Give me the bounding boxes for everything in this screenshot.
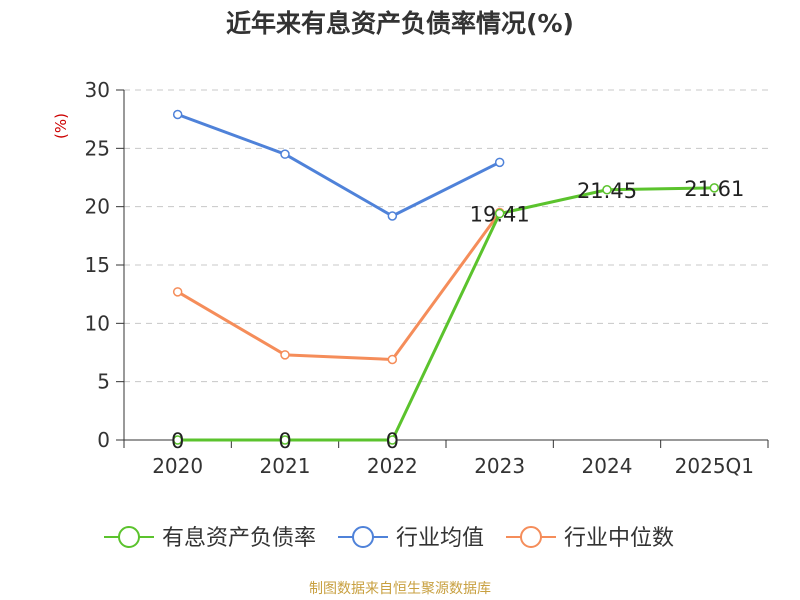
data-point [280, 149, 290, 159]
data-point [387, 354, 398, 365]
grid-lines [124, 89, 768, 383]
legend-swatch-marker [520, 526, 542, 548]
y-tick-label: 0 [97, 428, 110, 452]
legend-item: 行业均值 [338, 526, 484, 551]
x-tick-label: 2024 [582, 454, 633, 478]
data-point [280, 435, 290, 445]
y-tick-label: 25 [85, 136, 110, 160]
data-label: 0 [386, 429, 399, 453]
data-point [387, 435, 398, 445]
y-tick-label: 5 [97, 370, 110, 394]
legend-label: 行业均值 [396, 526, 484, 551]
legend-item: 有息资产负债率 [104, 526, 316, 551]
x-tick-label: 2020 [152, 454, 203, 478]
y-tick-label: 15 [85, 253, 110, 277]
legend-label: 有息资产负债率 [162, 526, 316, 551]
x-tick-label: 2021 [260, 454, 311, 478]
data-point [709, 183, 720, 193]
series-line [176, 211, 501, 361]
x-tick-label: 2022 [367, 454, 418, 478]
data-point [387, 211, 398, 221]
x-tick-label: 2025Q1 [675, 454, 754, 478]
data-point [172, 435, 183, 445]
legend: 有息资产负债率 行业均值 行业中位数 [104, 526, 674, 551]
legend-label: 行业中位数 [564, 526, 674, 551]
data-point [172, 109, 183, 120]
legend-swatch-marker [352, 526, 374, 548]
series-line [177, 113, 501, 218]
data-point [494, 208, 505, 219]
data-point [494, 157, 505, 168]
y-tick-label: 20 [85, 195, 110, 219]
series-line [177, 186, 715, 442]
x-tick-label: 2023 [474, 454, 525, 478]
legend-item: 行业中位数 [506, 526, 674, 551]
series-lines [172, 109, 720, 445]
data-label: 21.61 [684, 177, 744, 201]
source-footer: 制图数据来自恒生聚源数据库 [309, 581, 491, 597]
data-label: 0 [278, 429, 291, 453]
y-axis-unit-label: (%) [52, 113, 70, 139]
y-tick-label: 30 [85, 78, 110, 102]
data-point [602, 185, 612, 195]
data-point [280, 350, 290, 360]
data-labels: 0 0 0 19.41 21.45 21.61 [171, 177, 744, 453]
chart-title: 近年来有息资产负债率情况(%) [226, 9, 574, 38]
y-tick-label: 10 [85, 311, 110, 335]
legend-swatch-marker [118, 526, 140, 548]
data-label: 21.45 [577, 179, 637, 203]
data-point [172, 287, 183, 297]
axes: 0 5 10 15 20 25 30 (%) 2020 2021 2022 2023 2024 2025Q… [52, 78, 769, 478]
data-label: 19.41 [470, 203, 530, 227]
data-label: 0 [171, 429, 184, 453]
